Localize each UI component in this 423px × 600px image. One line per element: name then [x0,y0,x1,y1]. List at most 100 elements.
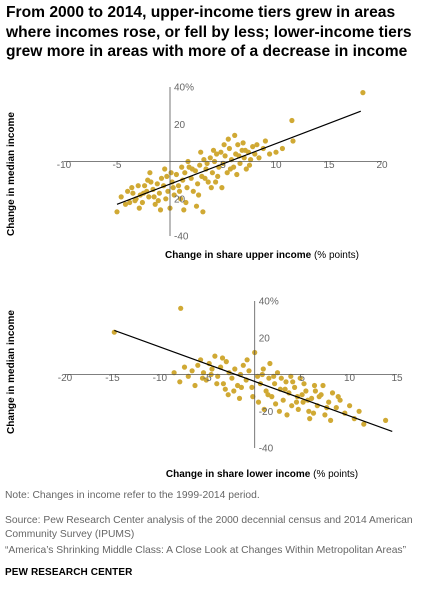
data-point [171,192,177,198]
data-point [221,142,227,148]
data-point [282,386,288,392]
data-point [158,175,165,181]
data-point [147,170,153,176]
data-point [240,140,246,146]
data-point [182,170,188,176]
lower-income-scatter-chart: -20 -15 -10 -5 5 10 15 40% 20 -20 -40 Change in me… [6,297,403,481]
data-point [114,209,120,215]
data-point [162,166,168,172]
data-point [231,388,237,394]
y-axis-title: Change in median income [6,112,17,236]
data-point [130,190,136,196]
data-point [307,416,313,422]
data-point [201,157,207,163]
data-point [152,201,158,207]
data-point [173,171,179,178]
data-point [155,198,161,204]
y-tick-label: 40% [174,83,194,94]
data-point [209,366,215,372]
data-point [328,417,334,423]
x-tick-label: 10 [344,373,356,384]
data-point [185,373,191,379]
data-point [283,379,289,385]
data-point [226,145,232,152]
data-point [127,199,133,206]
data-point [274,370,281,376]
data-point [329,390,336,396]
x-tick-label: -15 [105,373,120,384]
data-point [118,194,124,200]
data-point [197,162,203,168]
data-point [265,392,271,398]
data-point [254,142,260,148]
data-point [218,149,224,155]
data-point [179,164,185,170]
data-point [214,151,220,157]
data-point [157,207,164,213]
data-point [214,381,220,387]
data-point [190,188,196,194]
data-point [279,145,285,152]
data-point [266,375,272,381]
data-point [255,373,261,379]
data-point [178,196,184,202]
data-point [165,188,171,194]
y-axis-title: Change in median income [6,310,17,434]
data-point [183,199,189,206]
data-point [139,199,145,206]
data-point [272,381,278,387]
data-point [299,392,305,398]
data-point [242,147,248,153]
data-point [175,183,182,189]
data-point [293,399,300,405]
data-point [142,183,148,189]
y-tick-label: 20 [259,333,271,344]
y-tick-label: 40% [259,297,279,308]
data-point [151,194,157,200]
data-point [237,160,243,166]
data-point [145,177,151,183]
data-point [168,170,174,176]
x-tick-label: -10 [57,160,72,171]
scatter-points [114,90,366,215]
data-point [154,181,160,187]
data-point [297,375,303,381]
data-point [311,382,318,389]
data-point [290,379,296,385]
data-point [227,166,233,172]
data-point [171,370,177,376]
data-point [238,384,244,390]
data-point [356,408,362,414]
data-point [225,392,231,398]
data-point [135,183,141,189]
data-point [240,362,246,368]
y-tick-label: 20 [174,194,186,205]
x-tick-label: 5 [299,373,305,384]
data-point [202,175,208,181]
data-point [219,185,225,191]
data-point [306,408,312,414]
data-point [267,360,273,367]
data-point [181,207,187,213]
data-point [322,412,328,418]
data-point [136,205,142,211]
data-point [209,170,215,176]
data-point [213,179,219,185]
data-point [184,185,190,191]
data-point [280,397,286,403]
data-point [212,353,218,359]
data-point [199,375,206,381]
data-point [200,209,206,215]
data-point [219,355,226,361]
x-tick-label: -20 [58,373,73,384]
data-point [200,370,207,376]
data-point [289,117,295,124]
data-point [236,395,243,401]
data-point [300,399,306,405]
scatter-points [111,305,389,427]
data-point [195,181,201,187]
data-point [164,173,170,179]
data-point [335,394,341,400]
data-point [361,421,367,427]
brand-name: PEW RESEARCH CENTER [5,567,133,578]
